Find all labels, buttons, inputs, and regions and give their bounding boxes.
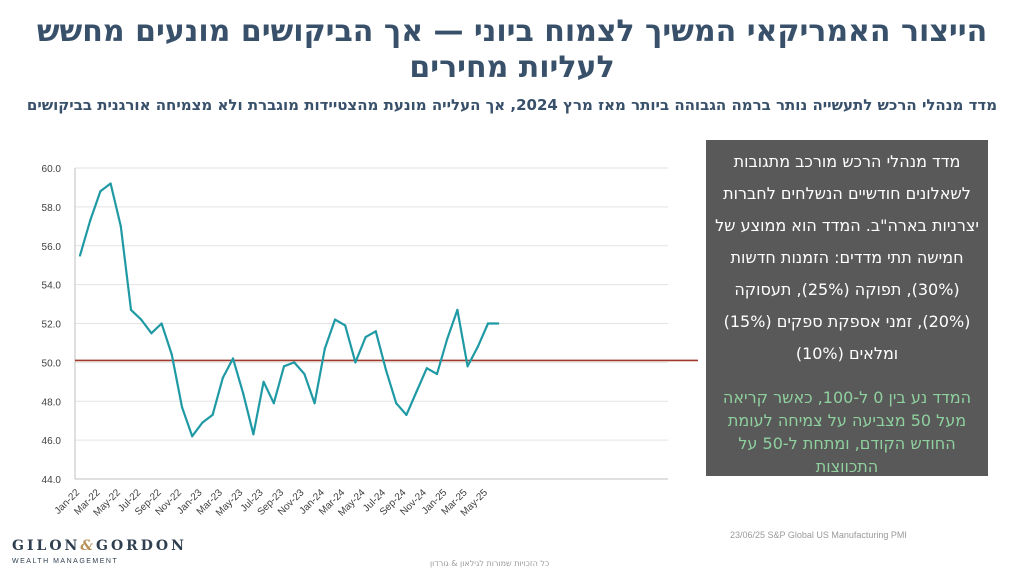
data-point: [211, 413, 214, 416]
data-point: [303, 372, 306, 376]
logo-wordmark: GILON&GORDON: [12, 538, 187, 554]
data-point: [129, 308, 133, 311]
data-point: [323, 347, 326, 350]
data-point: [221, 376, 224, 380]
data-point: [405, 413, 408, 416]
data-point: [456, 308, 459, 311]
pmi-series-line: [78, 182, 499, 438]
data-point: [425, 367, 428, 370]
data-point: [497, 322, 500, 325]
y-tick-label: 56.0: [42, 242, 62, 253]
data-point: [384, 369, 388, 372]
data-point: [170, 353, 173, 356]
data-point: [191, 435, 194, 438]
data-point: [99, 190, 102, 193]
y-tick-label: 60.0: [42, 164, 62, 175]
y-tick-label: 48.0: [42, 397, 62, 408]
company-logo: GILON&GORDON WEALTH MANAGEMENT: [12, 538, 187, 574]
pmi-line-chart: 44.046.048.050.052.054.056.058.060.0Jan-…: [42, 164, 698, 519]
data-point: [180, 405, 184, 409]
data-point: [293, 361, 296, 364]
data-point: [333, 318, 337, 321]
data-point: [160, 322, 163, 325]
y-tick-label: 54.0: [42, 281, 62, 292]
data-point: [119, 225, 122, 228]
info-box-scale-note: המדד נע בין 0 ל-100, כאשר קריאה מעל 50 מ…: [722, 388, 972, 476]
data-point: [262, 380, 265, 383]
copyright-footer: כל הזכויות שמורות לגילאון & גורדון: [430, 559, 550, 568]
data-point: [313, 402, 316, 405]
data-point: [201, 421, 204, 424]
data-point: [150, 332, 153, 335]
data-point: [374, 330, 377, 333]
data-point: [435, 372, 439, 376]
y-tick-label: 44.0: [42, 475, 62, 486]
data-point: [252, 433, 255, 436]
data-point: [354, 361, 357, 364]
source-note: 23/06/25 S&P Global US Manufacturing PMI: [730, 530, 907, 540]
data-point: [109, 182, 112, 185]
data-point: [89, 219, 92, 222]
data-point: [486, 322, 490, 325]
data-point: [344, 324, 347, 327]
data-point: [282, 365, 286, 368]
page-title: הייצור האמריקאי המשיך לצמוח ביוני — אך ה…: [36, 14, 988, 85]
data-point: [78, 254, 82, 257]
y-tick-label: 46.0: [42, 436, 62, 447]
data-point: [466, 365, 469, 368]
page-subtitle: מדד מנהלי הרכש לתעשייה נותר ברמה הגבוהה …: [26, 96, 998, 114]
data-point: [415, 390, 418, 393]
data-point: [446, 337, 449, 341]
info-box-description: מדד מנהלי הרכש מורכב מתגובות לשאלונים חו…: [715, 152, 979, 363]
data-point: [272, 402, 275, 405]
data-point: [395, 402, 398, 405]
y-tick-label: 58.0: [42, 203, 62, 214]
y-tick-label: 52.0: [42, 320, 62, 331]
data-point: [364, 336, 367, 339]
info-box: מדד מנהלי הרכש מורכב מתגובות לשאלונים חו…: [706, 140, 988, 476]
data-point: [231, 357, 235, 360]
data-point: [476, 345, 479, 348]
logo-tagline: WEALTH MANAGEMENT: [12, 558, 119, 565]
y-tick-label: 50.0: [42, 358, 62, 369]
data-point: [140, 318, 143, 321]
data-point: [242, 392, 245, 395]
